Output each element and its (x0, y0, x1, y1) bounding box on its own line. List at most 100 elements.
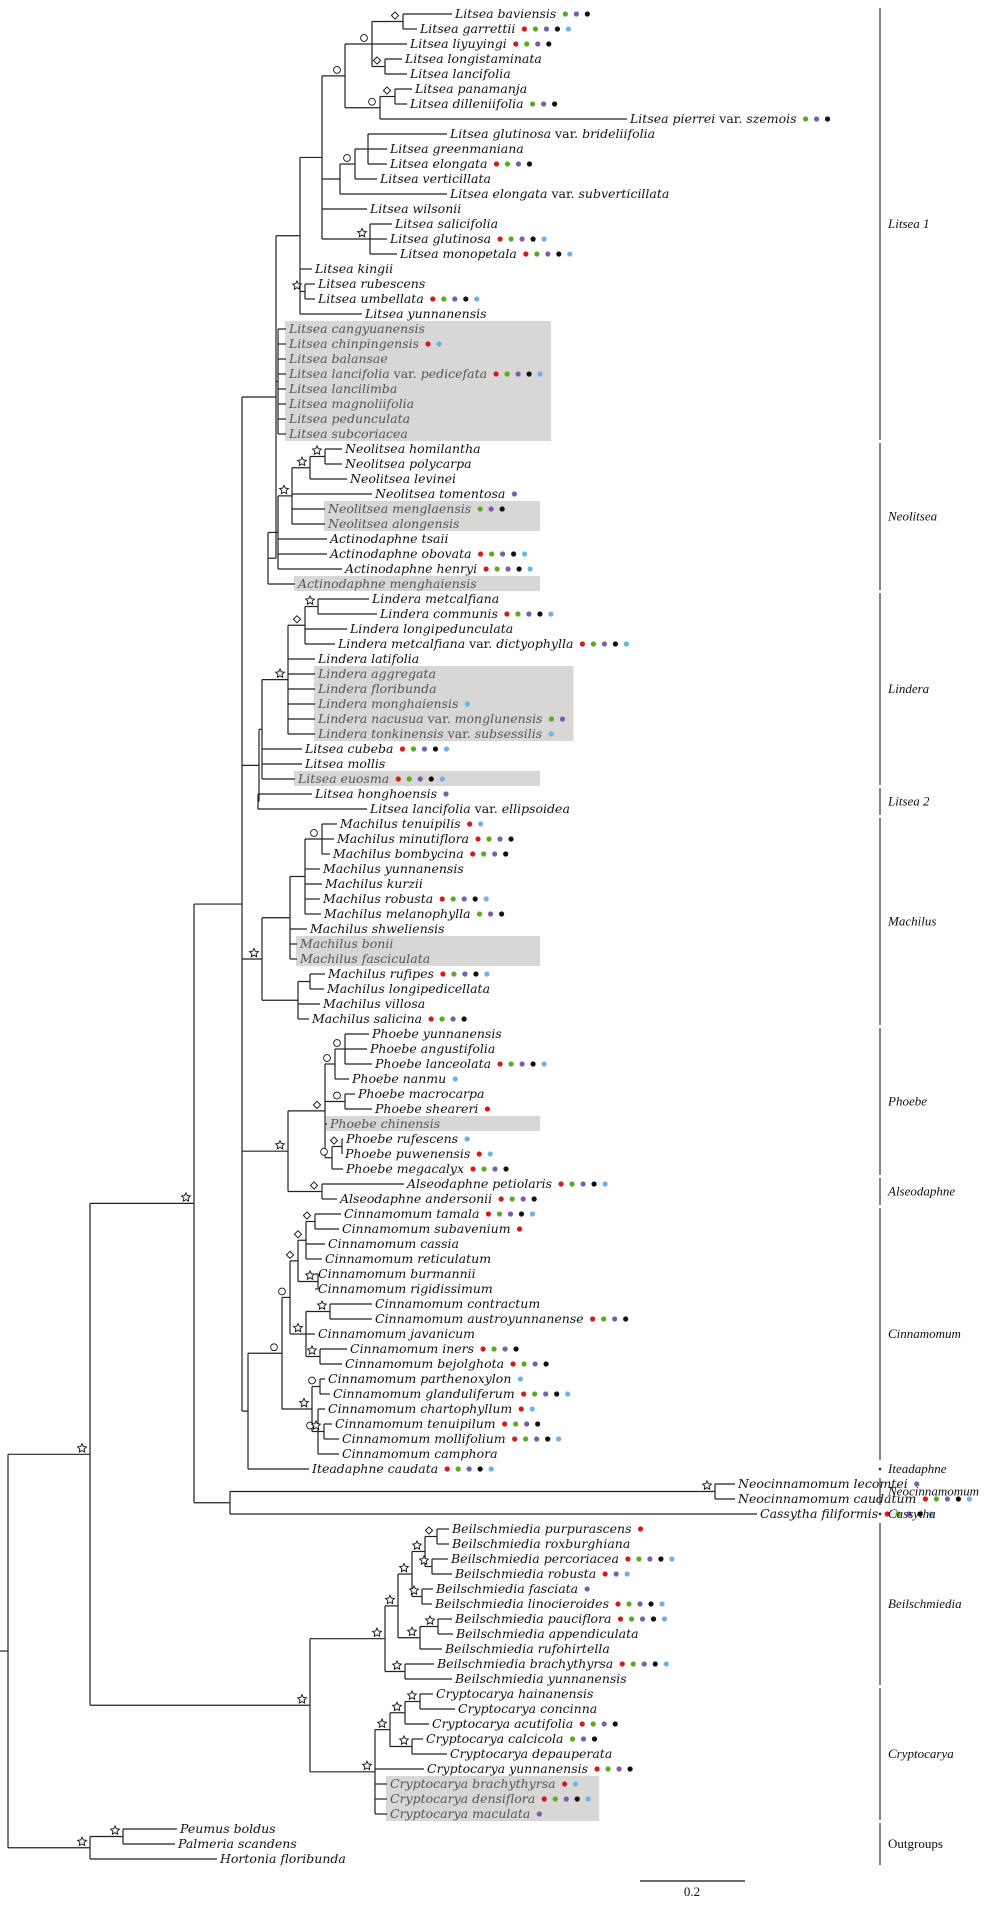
trait-dot-purple (573, 11, 579, 17)
trait-dot-blue (572, 1781, 579, 1787)
taxon-name: Cassytha filiformis (760, 1506, 878, 1521)
taxon-label: Machilus shweliensis (309, 921, 445, 936)
trait-dot-red (521, 1391, 527, 1397)
taxon-name: Machilus shweliensis (309, 921, 445, 936)
star-icon (76, 1442, 88, 1453)
trait-dot-purple (511, 491, 517, 497)
circle-icon (306, 1421, 314, 1430)
taxon-label: Machilus bonii (299, 936, 393, 951)
taxon-label: Actinodaphne obovata (329, 546, 472, 561)
trait-dot-red (497, 1061, 503, 1067)
trait-dot-blue (436, 341, 442, 347)
taxon-name: Cinnamomum parthenoxylon (328, 1371, 511, 1386)
highlight-box (296, 936, 540, 966)
taxon-label: Litsea elongata var. subverticillata (449, 186, 669, 201)
trait-dot-purple (487, 911, 494, 917)
diamond-icon (329, 1136, 339, 1145)
taxon-name: Litsea greenmaniana (389, 141, 524, 156)
trait-dot-purple (520, 1196, 526, 1202)
taxon-name: Neolitsea homilantha (344, 441, 481, 456)
clade-label: Cryptocarya (888, 1746, 954, 1761)
taxon-name: Cinnamomum iners (350, 1341, 474, 1356)
taxon-name: Machilus fasciculata (299, 951, 430, 966)
taxon-label: Machilus fasciculata (299, 951, 430, 966)
clade-label: Lindera (887, 681, 930, 696)
trait-dot-black (537, 611, 543, 617)
trait-dot-purple (545, 251, 551, 257)
trait-dot-purple (492, 851, 498, 857)
trait-dot-red (594, 1766, 600, 1772)
trait-dot-black (556, 251, 562, 257)
taxon-name: Phoebe angustifolia (369, 1041, 495, 1056)
trait-dot-green (508, 1061, 514, 1067)
trait-dot-green (534, 251, 540, 257)
taxon-name: Cinnamomum glanduliferum (333, 1386, 515, 1401)
taxon-name: Litsea umbellata (317, 291, 424, 306)
trait-dot-green (489, 551, 495, 557)
trait-dot-red (558, 1181, 564, 1187)
trait-dot-red (625, 1556, 631, 1562)
taxon-label: Machilus tenuipilis (339, 816, 461, 831)
taxon-label: Machilus villosa (322, 996, 425, 1011)
taxon-label: Litsea garrettii (419, 21, 515, 36)
trait-dot-purple (524, 1421, 530, 1427)
trait-dot-black (650, 1616, 657, 1622)
circle-icon (333, 1039, 341, 1047)
trait-dot-black (552, 101, 558, 107)
trait-dot-green (515, 611, 521, 617)
trait-dot-blue (443, 746, 450, 752)
clade-label: Cassytha (888, 1506, 936, 1521)
var-word: var. (715, 111, 746, 126)
trait-dot-green (477, 506, 483, 512)
trait-dot-blue (585, 1796, 591, 1802)
taxon-name: Cinnamomum rigidissimum (318, 1281, 493, 1296)
taxon-label: Cinnamomum mollifolium (342, 1431, 506, 1446)
trait-dot-blue (548, 611, 554, 617)
trait-dot-purple (639, 1616, 646, 1622)
trait-dot-purple (647, 1556, 653, 1562)
trait-dot-red (470, 1166, 476, 1172)
taxon-name: Lindera latifolia (317, 651, 419, 666)
taxon-label: Phoebe megacalyx (345, 1161, 464, 1176)
taxon-name: Litsea elongata (449, 186, 547, 201)
trait-dot-blue (565, 1391, 571, 1397)
highlight-box (294, 576, 540, 591)
trait-dot-blue (567, 251, 573, 257)
taxon-label: Lindera communis (379, 606, 498, 621)
trait-dot-red (579, 1721, 585, 1727)
var-word: var. (471, 801, 502, 816)
taxon-name: Neolitsea tomentosa (374, 486, 505, 501)
trait-dot-black (623, 1316, 629, 1322)
diamond-icon (302, 1211, 312, 1220)
taxon-label: Litsea subcoriacea (288, 426, 408, 441)
star-icon (371, 1627, 383, 1638)
trait-dot-red (615, 1601, 621, 1607)
taxon-name: Litsea pedunculata (288, 411, 410, 426)
taxon-label: Beilschmiedia percoriacea (450, 1551, 619, 1566)
taxon-name: Palmeria scandens (177, 1836, 297, 1851)
taxon-label: Cinnamomum subavenium (342, 1221, 511, 1236)
taxon-label: Cryptocarya hainanensis (436, 1686, 593, 1701)
taxon-label: Cinnamomum contractum (375, 1296, 540, 1311)
taxon-label: Cryptocarya calcicola (426, 1731, 564, 1746)
trait-dot-green (630, 1661, 636, 1667)
taxon-label: Litsea greenmaniana (389, 141, 524, 156)
taxon-name: Cinnamomum camphora (342, 1446, 498, 1461)
trait-dot-red (502, 1421, 508, 1427)
star-icon (418, 1554, 430, 1566)
taxon-name: Machilus kurzii (324, 876, 423, 891)
taxon-label: Cinnamomum cassia (328, 1236, 459, 1251)
taxon-name: Lindera monghaiensis (317, 696, 458, 711)
trait-dot-purple (535, 41, 541, 47)
taxon-name: Phoebe rufescens (345, 1131, 458, 1146)
trait-dot-purple (637, 1601, 643, 1607)
clade-brackets: Litsea 1 Neolitsea Lindera Litsea 2 Machilus… (878, 8, 979, 1865)
trait-dot-green (496, 1211, 503, 1217)
trait-dot-red (590, 1316, 596, 1322)
taxon-name: Neolitsea levinei (349, 471, 456, 486)
trait-dot-purple (417, 776, 423, 782)
diamond-icon (312, 1100, 322, 1110)
trait-dot-green (569, 1736, 576, 1742)
taxon-label: Litsea elongata (389, 156, 487, 171)
taxon-name: Phoebe nanmu (351, 1071, 446, 1086)
